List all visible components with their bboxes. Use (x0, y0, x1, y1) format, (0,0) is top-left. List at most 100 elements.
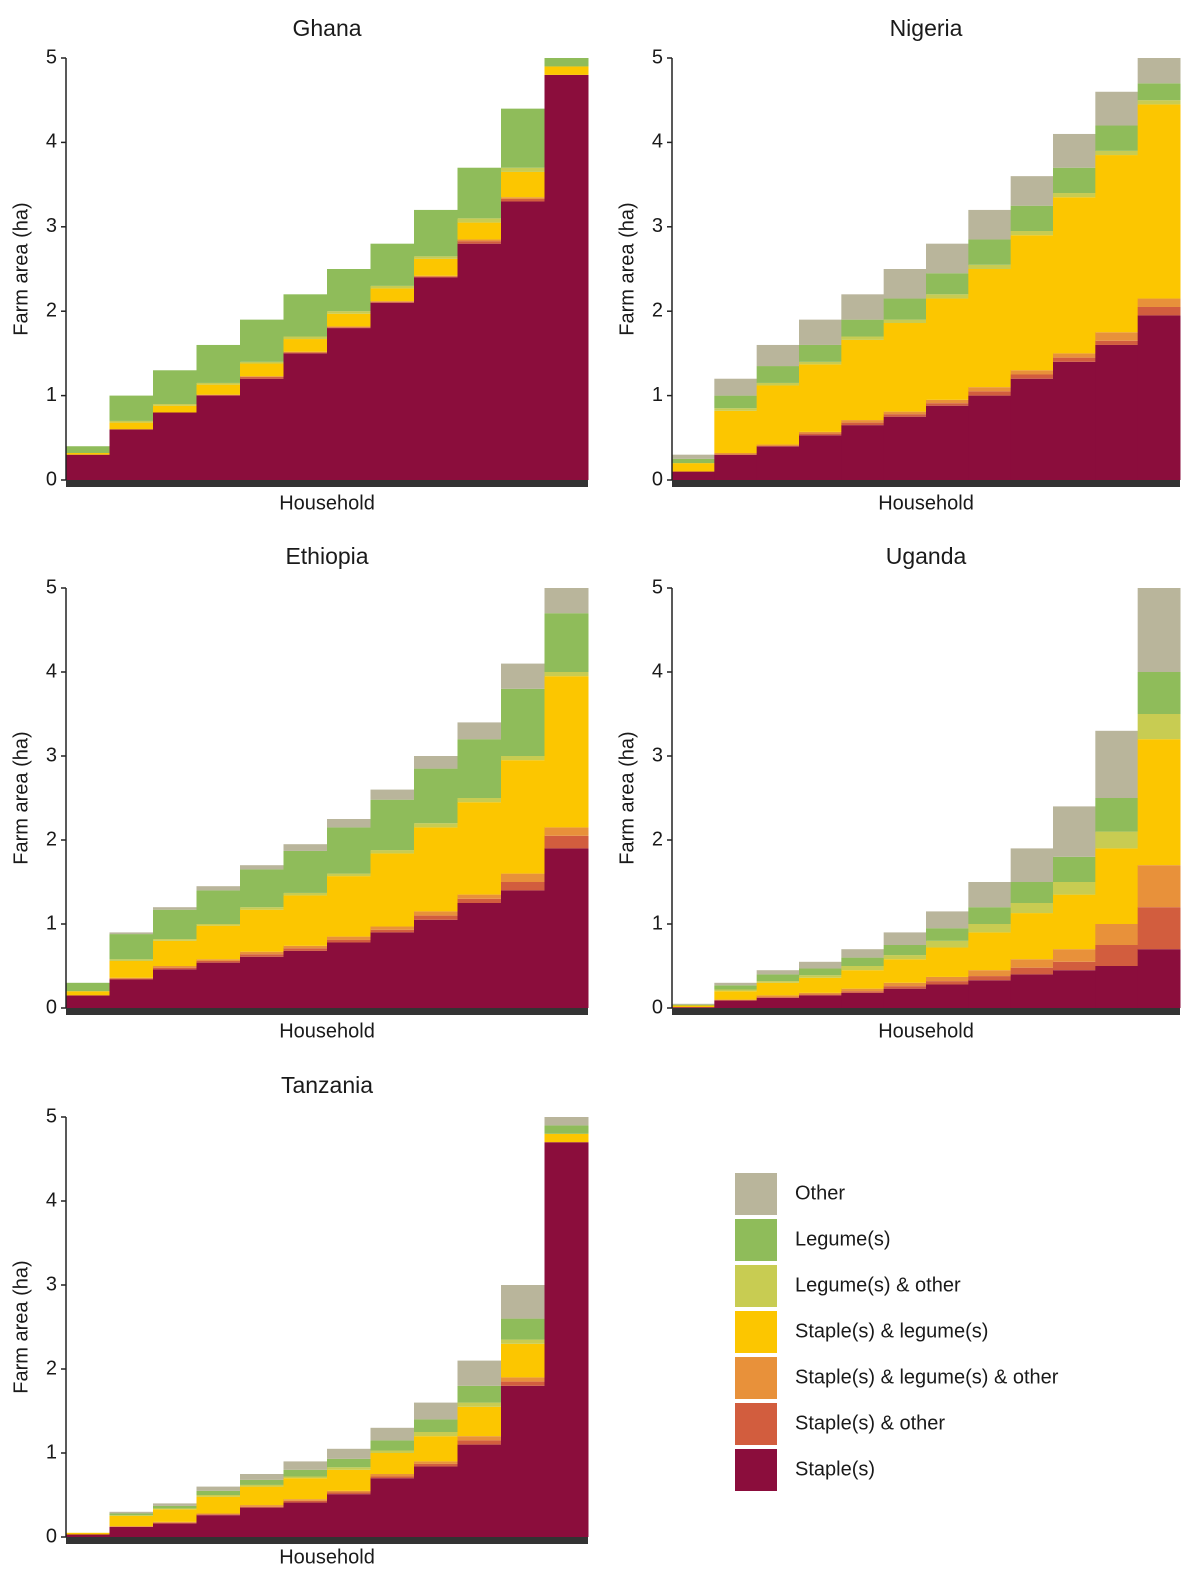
bar-segment (457, 903, 502, 1008)
bar-segment (370, 1427, 415, 1441)
bar-segment (196, 382, 241, 385)
bar-segment (799, 961, 842, 969)
bar-segment (457, 898, 502, 903)
bar-segment (799, 994, 842, 996)
bar-segment (457, 218, 502, 223)
bar-segment (1053, 882, 1096, 895)
bar-segment (196, 886, 241, 891)
bar-segment (283, 1469, 328, 1477)
bar-segment (756, 997, 800, 1008)
bar-segment (756, 344, 800, 367)
bar-segment (327, 326, 371, 328)
bar-segment (196, 1496, 241, 1514)
bar-segment (240, 869, 284, 908)
panel: Uganda 0 1 2 3 4 5 Household Farm area (ha) (616, 543, 1181, 1042)
bar-segment (457, 798, 502, 803)
x-axis-label: Household (279, 1020, 375, 1042)
bar-segment (196, 960, 241, 963)
bar-segment (153, 969, 197, 1008)
bar-segment (544, 58, 589, 67)
bar-segment (1095, 155, 1139, 333)
bar-segment (414, 1419, 458, 1432)
y-tick-label: 1 (46, 384, 57, 406)
bar-segment (968, 395, 1012, 480)
bar-segment (883, 323, 927, 412)
bar-segment (1053, 856, 1096, 882)
bar-segment (1010, 231, 1054, 236)
bar-segment (457, 243, 502, 480)
bar-segment (240, 1484, 284, 1487)
bar-segment (240, 951, 284, 955)
bar-segment (501, 108, 545, 168)
bar-segment (1010, 913, 1054, 960)
bar-segment (370, 926, 415, 930)
bar-segment (327, 328, 371, 480)
bar-segment (1053, 193, 1096, 198)
bar-segment (109, 979, 154, 1008)
bar-segment (414, 1466, 458, 1537)
bar-segment (672, 471, 715, 480)
bar-segment (283, 892, 328, 896)
bar-segment (240, 907, 284, 910)
bar-segment (1137, 298, 1181, 307)
legend-swatch (735, 1173, 777, 1215)
bar-segment (883, 269, 927, 299)
bar-segment (1095, 730, 1139, 798)
panel-title: Uganda (886, 543, 967, 569)
y-tick-label: 4 (46, 131, 57, 153)
bar-segment (756, 382, 800, 386)
bar-segment (109, 395, 154, 421)
bar-segment (1010, 882, 1054, 903)
bar-segment (926, 399, 969, 404)
bar-segment (240, 376, 284, 378)
bar-segment (414, 1463, 458, 1467)
legend-swatch (735, 1403, 777, 1445)
bar-segment (327, 1458, 371, 1468)
bar-segment (196, 395, 241, 480)
bar-segment (1053, 167, 1096, 194)
bar-segment (714, 989, 758, 992)
bar-segment (153, 939, 197, 941)
bar-segment (66, 452, 110, 455)
bar-segment (196, 1514, 241, 1516)
y-axis-label: Farm area (ha) (10, 731, 32, 864)
bar-segment (370, 301, 415, 303)
bar-segment (370, 1440, 415, 1451)
y-tick-label: 2 (652, 828, 663, 850)
bar-segment (109, 932, 154, 935)
x-axis-label: Household (878, 492, 974, 514)
bar-segment (109, 429, 154, 480)
bar-segment (283, 1478, 328, 1500)
bar-segment (1137, 100, 1181, 105)
y-tick-label: 1 (46, 1441, 57, 1463)
bar-segment (926, 298, 969, 400)
panel: Ghana 0 1 2 3 4 5 Household Farm area (ha) (10, 15, 589, 514)
bar-segment (414, 768, 458, 824)
bar-segment (370, 1453, 415, 1474)
bar-segment (370, 288, 415, 302)
x-axis-bar (672, 480, 1180, 487)
bar-segment (240, 1486, 284, 1506)
bar-segment (283, 353, 328, 480)
bar-segment (672, 1007, 715, 1008)
bar-segment (883, 955, 927, 960)
legend-label: Staple(s) & legume(s) & other (795, 1366, 1059, 1388)
bar-segment (1137, 588, 1181, 672)
bar-segment (240, 1474, 284, 1480)
bar-segment (109, 1515, 154, 1516)
bar-segment (1010, 378, 1054, 480)
bar-segment (153, 405, 197, 413)
bar-segment (1053, 197, 1096, 354)
y-tick-label: 3 (652, 744, 663, 766)
bar-segment (457, 1402, 502, 1407)
bar-segment (841, 336, 885, 340)
bar-segment (283, 945, 328, 949)
bar-segment (756, 995, 800, 998)
bar-segment (153, 1522, 197, 1524)
bar-segment (109, 1526, 154, 1537)
y-tick-label: 3 (46, 744, 57, 766)
bar-segment (841, 294, 885, 320)
legend-swatch (735, 1265, 777, 1307)
bar-segment (756, 982, 800, 996)
bar-segment (1095, 831, 1139, 849)
